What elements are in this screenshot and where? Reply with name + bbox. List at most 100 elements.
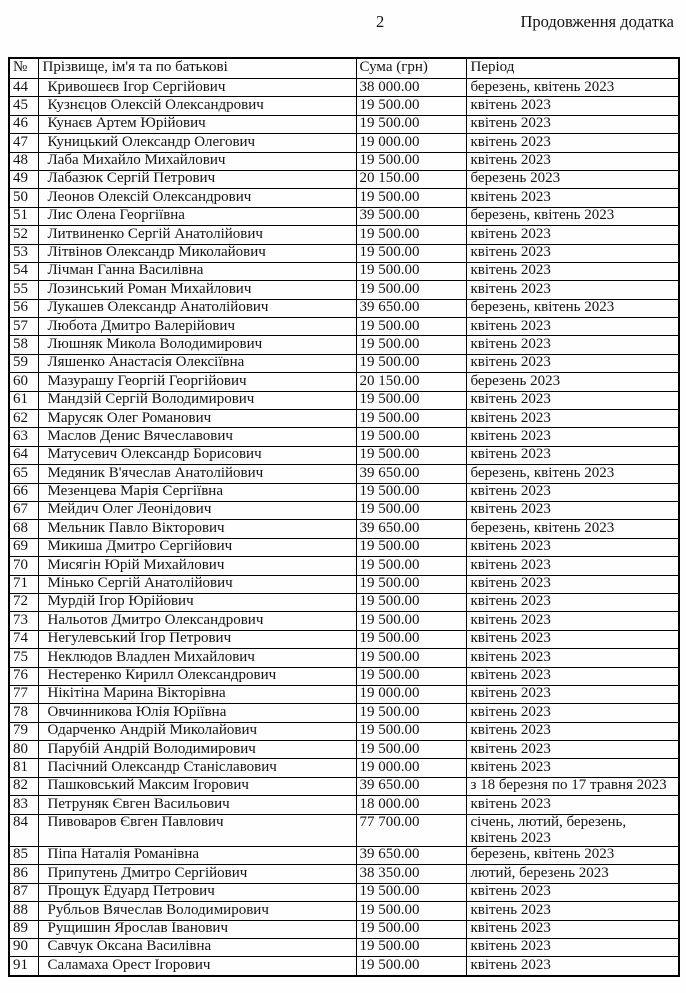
row-number-cell: 78 [8,703,39,723]
row-number-cell: 60 [8,372,39,392]
row-number-cell: 75 [8,648,39,668]
row-period-cell: квітень 2023 [465,666,680,686]
row-number-cell: 52 [8,225,39,245]
row-period-cell: березень, квітень 2023 [465,298,680,319]
row-period-cell: квітень 2023 [465,280,680,300]
table-row: 61 Мандзій Сергій Володимирович 19 500.0… [8,390,680,411]
row-name-cell: Кунаєв Артем Юрійович [37,114,357,135]
table-row: 77 Нікітіна Марина Вікторівна 19 000.00 … [8,684,680,705]
row-sum-cell: 19 500.00 [355,537,467,558]
row-period-cell: квітень 2023 [465,795,680,815]
row-period-cell: з 18 березня по 17 травня 2023 [465,776,680,797]
table-row: 78 Овчинникова Юлія Юріївна 19 500.00 кв… [8,703,680,723]
row-name-cell: Лукашев Олександр Анатолійович [37,298,357,319]
row-name-cell: Лічман Ганна Василівна [37,261,357,282]
row-period-cell: квітень 2023 [465,114,680,135]
row-name-cell: Марусяк Олег Романович [37,409,357,429]
row-sum-cell: 19 500.00 [355,500,467,521]
row-name-cell: Пивоваров Євген Павлович [37,813,357,847]
table-row: 46 Кунаєв Артем Юрійович 19 500.00 квіте… [8,114,680,135]
row-number-cell: 45 [8,96,39,116]
table-row: 49 Лабазюк Сергій Петрович 20 150.00 бер… [8,169,680,190]
row-sum-cell: 19 500.00 [355,574,467,594]
row-period-cell: квітень 2023 [465,243,680,263]
row-period-cell: січень, лютий, березень, квітень 2023 [465,813,680,847]
row-number-cell: 68 [8,519,39,539]
row-name-cell: Савчук Оксана Василівна [37,937,357,958]
row-number-cell: 74 [8,629,39,650]
row-period-cell: березень, квітень 2023 [465,77,680,98]
table-row: 66 Мезенцева Марія Сергіївна 19 500.00 к… [8,482,680,502]
row-period-cell: квітень 2023 [465,133,680,153]
row-name-cell: Любота Дмитро Валерійович [37,317,357,337]
row-sum-cell: 39 650.00 [355,464,467,484]
row-name-cell: Кривошеєв Ігор Сергійович [37,77,357,98]
row-sum-cell: 38 000.00 [355,77,467,98]
row-sum-cell: 19 500.00 [355,114,467,135]
row-name-cell: Кузнєцов Олексій Олександрович [37,96,357,116]
row-number-cell: 77 [8,684,39,705]
row-name-cell: Нальотов Дмитро Олександрович [37,611,357,631]
table-row: 54 Лічман Ганна Василівна 19 500.00 квіт… [8,261,680,282]
row-sum-cell: 20 150.00 [355,372,467,392]
row-number-cell: 55 [8,280,39,300]
row-name-cell: Лозинський Роман Михайлович [37,280,357,300]
row-number-cell: 57 [8,317,39,337]
page-number: 2 [376,12,385,31]
row-name-cell: Припутень Дмитро Сергійович [37,864,357,884]
row-number-cell: 58 [8,335,39,355]
page-header: 2 Продовження додатка [0,12,676,34]
row-sum-cell: 19 500.00 [355,556,467,576]
row-name-cell: Мазурашу Георгій Георгійович [37,372,357,392]
table-row: 86 Припутень Дмитро Сергійович 38 350.00… [8,864,680,884]
table-row: 76 Нестеренко Кирилл Олександрович 19 50… [8,666,680,686]
row-sum-cell: 19 500.00 [355,592,467,613]
table-row: 79 Одарченко Андрій Миколайович 19 500.0… [8,721,680,742]
table-row: 47 Куницький Олександр Олегович 19 000.0… [8,133,680,153]
row-period-cell: квітень 2023 [465,151,680,171]
row-period-cell: квітень 2023 [465,556,680,576]
table-row: 68 Мельник Павло Вікторович 39 650.00 бе… [8,519,680,539]
row-period-cell: березень, квітень 2023 [465,519,680,539]
table-row: 59 Ляшенко Анастасія Олексіївна 19 500.0… [8,353,680,374]
row-period-cell: квітень 2023 [465,335,680,355]
row-number-cell: 81 [8,758,39,778]
row-number-cell: 69 [8,537,39,558]
row-sum-cell: 39 650.00 [355,776,467,797]
row-name-cell: Микиша Дмитро Сергійович [37,537,357,558]
row-period-cell: квітень 2023 [465,721,680,742]
row-period-cell: квітень 2023 [465,225,680,245]
row-sum-cell: 39 650.00 [355,298,467,319]
row-name-cell: Нестеренко Кирилл Олександрович [37,666,357,686]
table-row: 84 Пивоваров Євген Павлович 77 700.00 сі… [8,813,680,847]
row-period-cell: квітень 2023 [465,537,680,558]
row-name-cell: Мандзій Сергій Володимирович [37,390,357,411]
row-number-cell: 87 [8,882,39,903]
table-row: 67 Мейдич Олег Леонідович 19 500.00 квіт… [8,500,680,521]
table-row: 50 Леонов Олексій Олександрович 19 500.0… [8,188,680,208]
row-sum-cell: 19 500.00 [355,937,467,958]
table-row: 65 Медяник В'ячеслав Анатолійович 39 650… [8,464,680,484]
row-name-cell: Леонов Олексій Олександрович [37,188,357,208]
row-name-cell: Негулевський Ігор Петрович [37,629,357,650]
row-name-cell: Куницький Олександр Олегович [37,133,357,153]
row-period-cell: квітень 2023 [465,684,680,705]
row-number-cell: 48 [8,151,39,171]
table-row: 85 Піпа Наталія Романівна 39 650.00 бере… [8,845,680,866]
row-name-cell: Мінько Сергій Анатолійович [37,574,357,594]
row-period-cell: квітень 2023 [465,740,680,760]
row-name-cell: Парубій Андрій Володимирович [37,740,357,760]
column-header-name: Прізвище, ім'я та по батькові [37,57,357,79]
row-period-cell: квітень 2023 [465,901,680,921]
table-row: 60 Мазурашу Георгій Георгійович 20 150.0… [8,372,680,392]
row-number-cell: 71 [8,574,39,594]
row-name-cell: Лис Олена Георгіївна [37,206,357,227]
row-period-cell: квітень 2023 [465,919,680,939]
row-period-cell: квітень 2023 [465,592,680,613]
row-number-cell: 50 [8,188,39,208]
row-sum-cell: 19 500.00 [355,703,467,723]
row-name-cell: Пашковський Максим Ігорович [37,776,357,797]
row-sum-cell: 19 500.00 [355,629,467,650]
row-period-cell: квітень 2023 [465,317,680,337]
row-period-cell: березень 2023 [465,169,680,190]
